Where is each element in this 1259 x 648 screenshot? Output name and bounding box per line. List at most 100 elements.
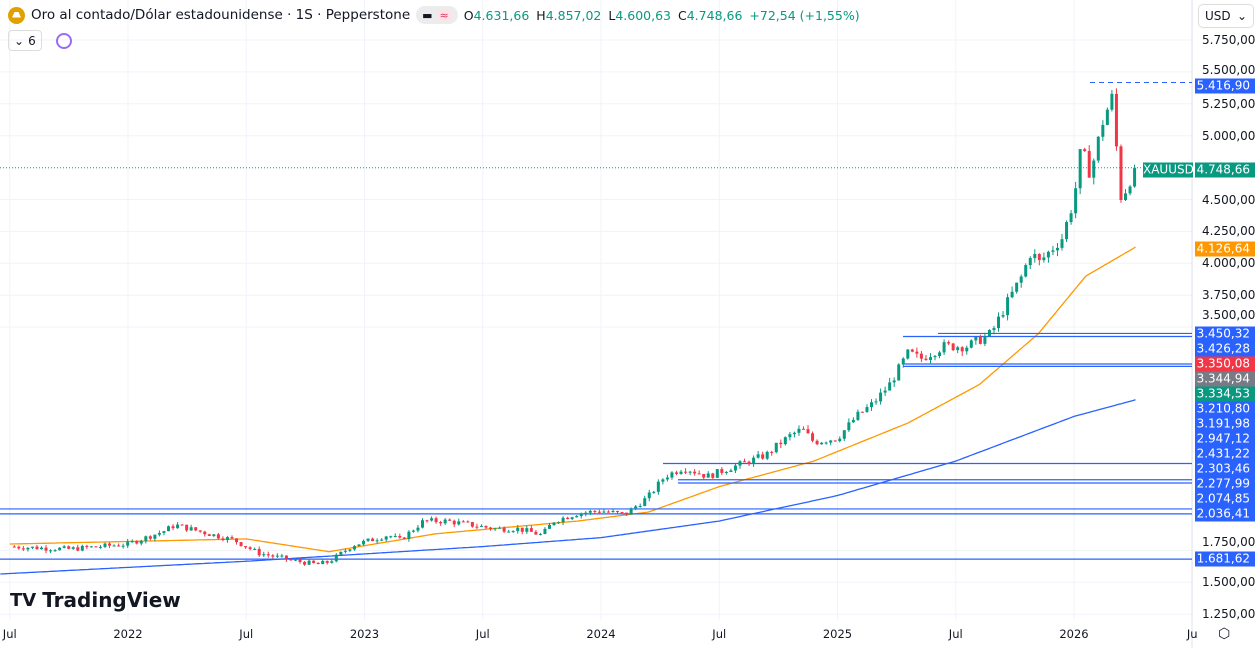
candle-body — [978, 336, 982, 344]
market-status-pill[interactable]: ▬ ≈ — [416, 6, 458, 24]
candle-body — [348, 549, 352, 551]
candle-body — [842, 430, 846, 439]
candle-body — [39, 547, 43, 550]
candle-body — [316, 562, 320, 565]
price-axis-label: 5.250,00 — [1202, 96, 1256, 111]
symbol-title[interactable]: Oro al contado/Dólar estadounidense · 1S… — [31, 7, 411, 23]
candle-body — [647, 492, 651, 499]
candle-body — [343, 550, 347, 552]
candle-body — [942, 342, 946, 353]
candle-body — [153, 534, 157, 539]
candle-body — [352, 546, 356, 550]
candle-body — [502, 527, 506, 532]
tradingview-logo[interactable]: 𝗧𝗩 TradingView — [10, 588, 181, 612]
candle-body — [733, 465, 737, 471]
candle-body — [171, 526, 175, 529]
candle-body — [1087, 151, 1091, 178]
candle-body — [938, 352, 942, 357]
candle-body — [566, 517, 570, 520]
candle-body — [248, 547, 252, 549]
candle-body — [538, 533, 542, 535]
candle-body — [357, 544, 361, 547]
candle-body — [157, 532, 161, 535]
candle-body — [420, 520, 424, 528]
candle-body — [756, 454, 760, 458]
candle-body — [806, 429, 810, 434]
candle-body — [1083, 149, 1087, 152]
currency-select[interactable]: USD ⌄ — [1198, 4, 1254, 28]
candle-body — [103, 543, 107, 547]
candle-body — [865, 407, 869, 412]
time-axis-label: Jul — [475, 627, 490, 641]
candle-body — [670, 472, 674, 478]
price-axis-label: 3.750,00 — [1202, 288, 1256, 303]
candle-body — [80, 545, 84, 551]
candle-body — [906, 349, 910, 359]
candle-body — [49, 550, 53, 552]
candle-body — [76, 547, 80, 551]
time-axis-label: Ju — [1186, 627, 1198, 641]
candle-body — [275, 555, 279, 557]
ma-fast-line — [9, 246, 1136, 553]
ohlc-change: +72,54 (+1,55%) — [749, 7, 860, 23]
candle-body — [298, 559, 302, 562]
candle-body — [1024, 265, 1028, 277]
candle-body — [452, 520, 456, 525]
price-tag: 4.748,66 — [1195, 162, 1255, 178]
candle-body — [67, 546, 71, 549]
candle-body — [108, 543, 112, 546]
delay-icon: ≈ — [436, 8, 452, 22]
price-tag: 2.947,12 — [1195, 431, 1255, 447]
candle-body — [529, 528, 533, 532]
candle-body — [960, 347, 964, 352]
price-axis-label: 1.500,00 — [1202, 575, 1256, 590]
candle-body — [475, 526, 479, 528]
candle-body — [797, 428, 801, 433]
candle-body — [207, 534, 211, 536]
settings-icon[interactable]: ⬡ — [1218, 626, 1231, 642]
candle-body — [121, 545, 125, 547]
candle-body — [1010, 291, 1014, 298]
candle-body — [992, 328, 996, 331]
candle-body — [162, 531, 166, 533]
candle-body — [743, 461, 747, 463]
candle-body — [416, 527, 420, 531]
candle-body — [30, 546, 34, 548]
indicators-collapse-button[interactable]: ⌄ 6 — [8, 30, 42, 51]
candle-body — [312, 560, 316, 563]
candle-body — [516, 527, 520, 532]
candle-body — [547, 524, 551, 529]
price-axis-label: 5.500,00 — [1202, 62, 1256, 77]
candle-body — [711, 473, 715, 478]
price-axis-label: 5.750,00 — [1202, 33, 1256, 47]
candle-body — [253, 548, 257, 550]
candle-body — [1124, 193, 1128, 201]
time-axis-label: 2024 — [586, 627, 616, 641]
candle-body — [770, 451, 774, 453]
candle-body — [203, 531, 207, 535]
candle-body — [824, 442, 828, 444]
candle-body — [629, 508, 633, 515]
candle-body — [661, 479, 665, 482]
candle-body — [543, 528, 547, 534]
candle-body — [570, 517, 574, 520]
candle-body — [21, 548, 25, 550]
candle-body — [257, 548, 261, 556]
refresh-icon[interactable] — [55, 32, 72, 49]
candle-body — [44, 547, 48, 551]
candle-body — [838, 438, 842, 442]
candle-body — [244, 546, 248, 548]
candle-body — [17, 546, 21, 549]
candle-body — [511, 531, 515, 533]
candle-body — [561, 517, 565, 523]
candle-body — [1055, 247, 1059, 251]
candle-body — [1078, 149, 1082, 189]
time-axis-label: Jul — [948, 627, 963, 641]
candle-body — [148, 536, 152, 539]
candle-body — [389, 536, 393, 538]
candle-body — [801, 428, 805, 430]
candle-body — [919, 353, 923, 359]
candle-body — [325, 560, 329, 563]
candle-body — [688, 471, 692, 473]
